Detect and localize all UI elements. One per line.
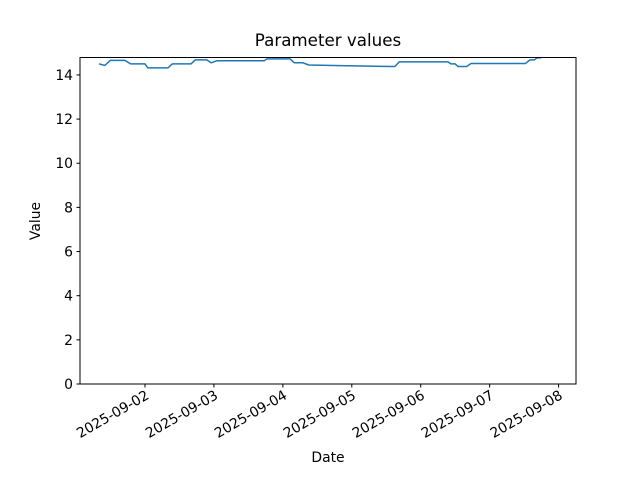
y-tick-label: 12 xyxy=(55,112,73,128)
plot-area xyxy=(80,57,576,384)
y-tick-label: 8 xyxy=(64,200,73,216)
y-tick-label: 2 xyxy=(64,333,73,349)
x-tick-label: 2025-09-05 xyxy=(281,388,359,442)
x-axis-ticks: 2025-09-022025-09-032025-09-042025-09-05… xyxy=(74,384,566,442)
y-tick-label: 4 xyxy=(64,289,73,305)
y-axis-label: Value xyxy=(28,202,44,240)
y-tick-label: 6 xyxy=(64,245,73,261)
x-tick-label: 2025-09-06 xyxy=(350,388,428,442)
x-tick-label: 2025-09-03 xyxy=(143,388,221,442)
chart-title: Parameter values xyxy=(255,30,401,50)
x-tick-label: 2025-09-04 xyxy=(212,388,290,442)
parameter-series-line xyxy=(98,56,542,69)
x-axis-label: Date xyxy=(311,450,344,466)
y-axis-ticks: 0 2 4 6 8 10 12 14 xyxy=(55,68,80,393)
axes-spines xyxy=(79,57,577,385)
series-group xyxy=(98,56,542,69)
x-tick-label: 2025-09-07 xyxy=(419,388,497,442)
y-tick-label: 0 xyxy=(64,377,73,393)
y-tick-label: 14 xyxy=(55,68,73,84)
y-tick-label: 10 xyxy=(55,156,73,172)
x-tick-label: 2025-09-08 xyxy=(488,388,566,442)
x-tick-label: 2025-09-02 xyxy=(74,388,152,442)
